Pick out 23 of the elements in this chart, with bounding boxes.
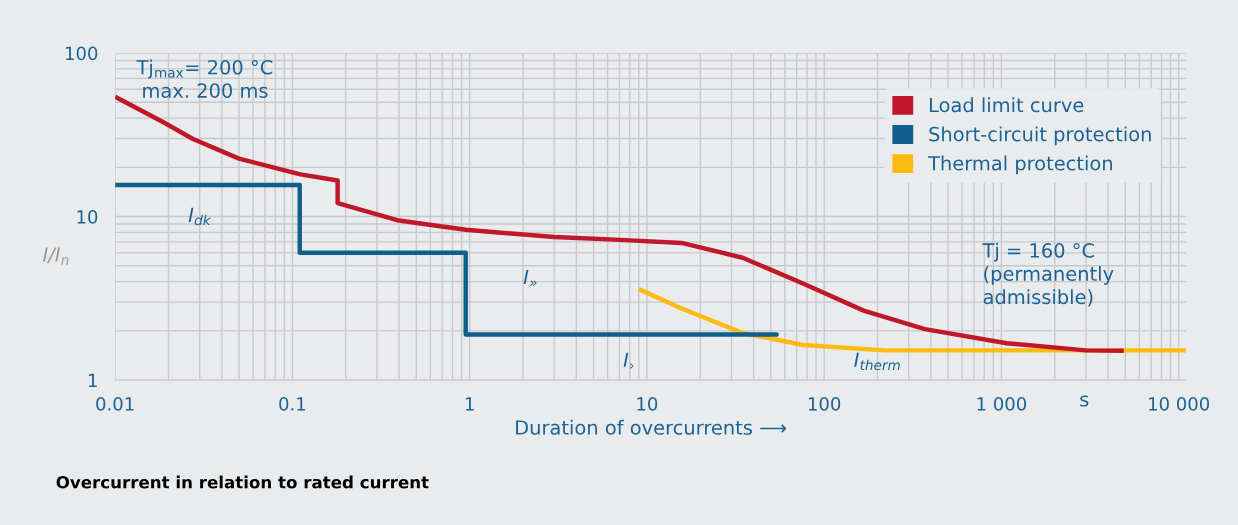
y-axis-title: I/I$_{n}$ [43, 247, 69, 265]
x-tick-label: 10 [637, 397, 658, 411]
annotation: I$_{therm}$ [854, 352, 900, 371]
legend-label: Load limit curve [929, 97, 1084, 113]
x-tick-label: 1 [465, 397, 474, 411]
text: s [1080, 395, 1089, 407]
legend-label: Short-circuit protection [929, 126, 1151, 146]
annotation: I$_{dk}$ [188, 207, 212, 226]
legend-label: Thermal protection [928, 155, 1112, 175]
y-tick-label: 1 [88, 373, 97, 387]
x-axis-title: Duration of overcurrents ⟶ [516, 419, 787, 435]
x-tick-label: 0.01 [96, 397, 134, 411]
y-tick-label: 10 [77, 210, 98, 224]
x-tick-label: 10 000 [1149, 397, 1210, 411]
x-tick-label: 1 000 [977, 397, 1027, 411]
annotation: I$_{»}$ [523, 269, 537, 287]
annotation: Tj$_{max}$= 200 °C max. 200 ms [136, 59, 273, 98]
text: Overcurrent in relation to rated current [56, 475, 429, 489]
annotation: Tj = 160 °C (permanently admissible) [982, 242, 1114, 307]
x-tick-label: 0.1 [279, 397, 306, 411]
x-tick-label: 100 [808, 397, 841, 411]
y-tick-label: 100 [65, 46, 98, 61]
annotation: I$_{›}$ [623, 352, 634, 370]
